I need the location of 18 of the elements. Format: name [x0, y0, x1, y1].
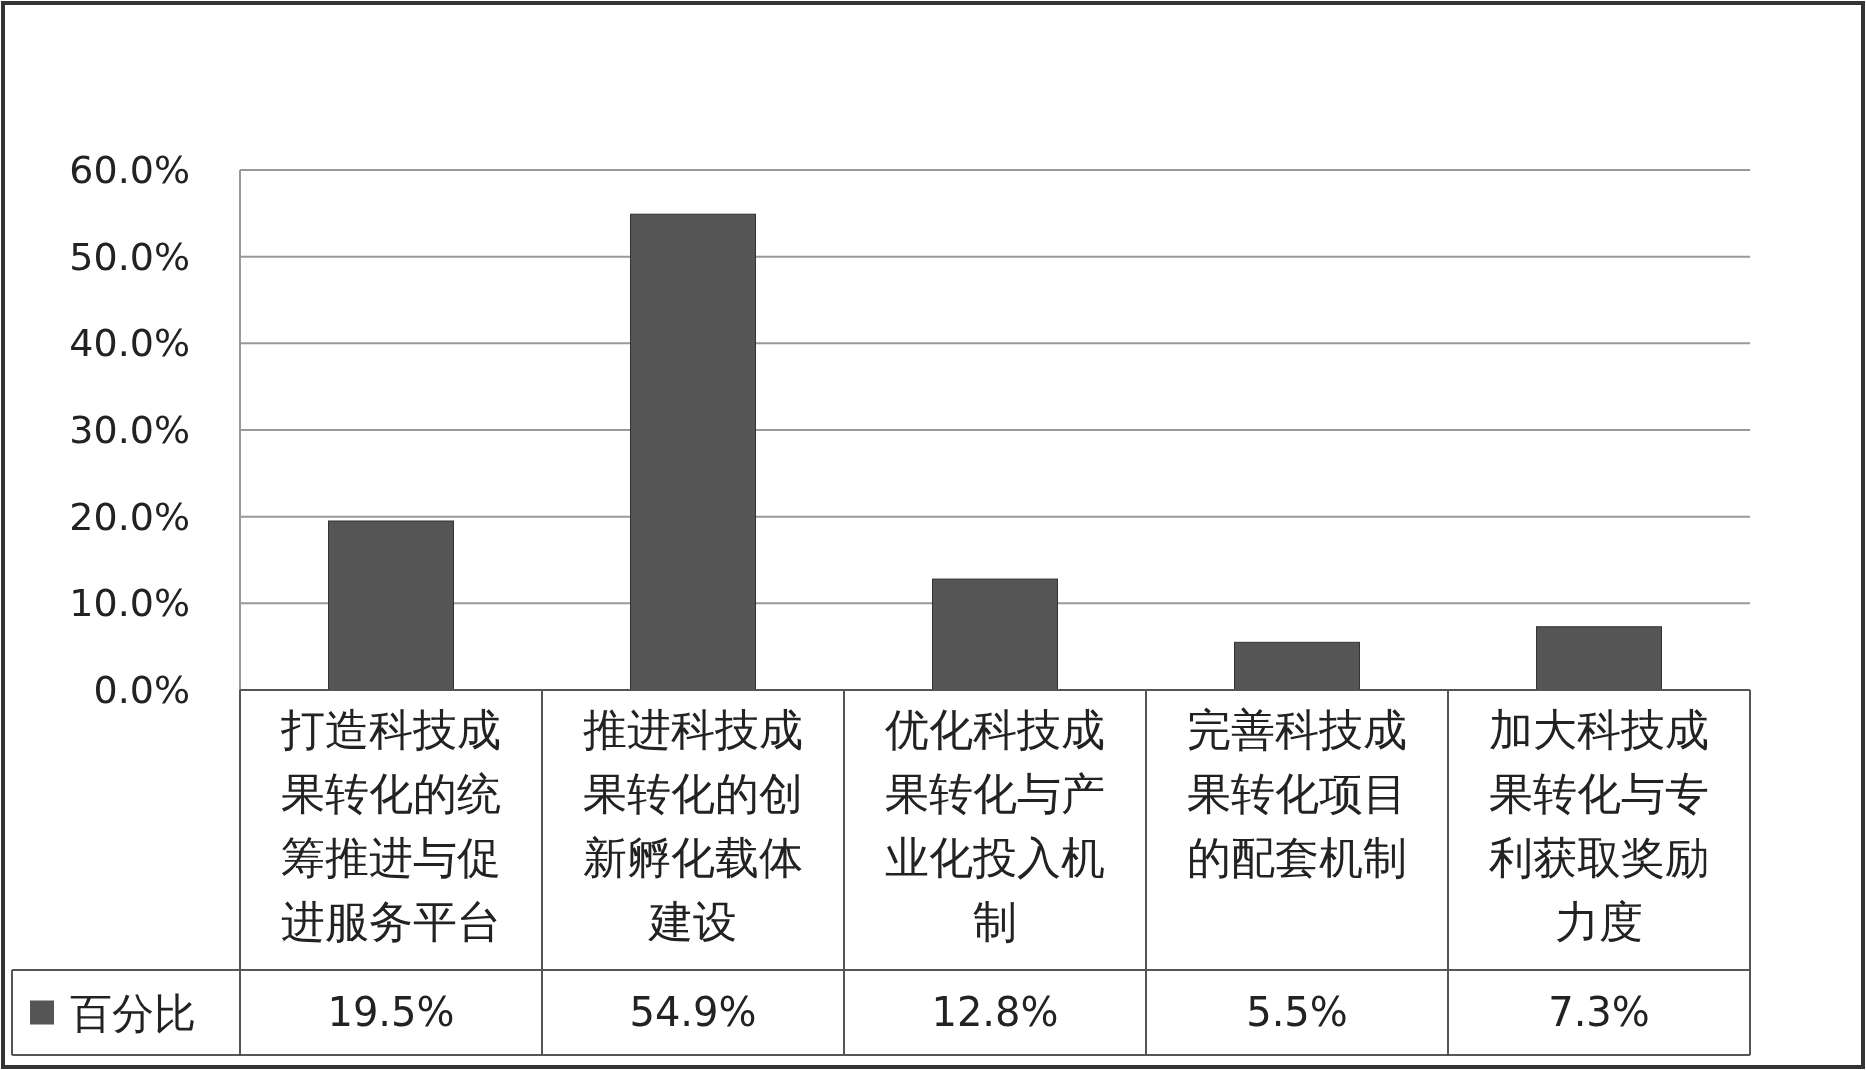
text: 7.3% — [1548, 989, 1650, 1035]
y-tick-label: 50.0% — [69, 234, 190, 279]
text: 54.9% — [629, 989, 757, 1035]
legend-label: 百分比 — [70, 988, 196, 1038]
text: 19.5% — [327, 989, 455, 1035]
text: 5.5% — [1246, 989, 1348, 1035]
x-tick-label: 打造科技成果转化的统筹推进与促进服务平台 — [280, 704, 501, 947]
x-tick-label: 完善科技成果转化项目的配套机制 — [1187, 704, 1407, 883]
x-tick-label: 加大科技成果转化与专利获取奖励力度 — [1489, 704, 1709, 947]
y-tick-label: 20.0% — [69, 494, 190, 539]
y-tick-label: 40.0% — [69, 321, 190, 366]
y-tick-label: 0.0% — [93, 668, 190, 712]
text: 12.8% — [931, 989, 1059, 1035]
y-tick-label: 10.0% — [69, 581, 190, 626]
x-tick-label: 优化科技成果转化与产业化投入机制 — [885, 704, 1105, 947]
y-tick-label: 60.0% — [69, 148, 190, 192]
x-tick-label: 推进科技成果转化的创新孵化载体建设 — [583, 704, 803, 947]
y-tick-label: 30.0% — [69, 408, 190, 452]
